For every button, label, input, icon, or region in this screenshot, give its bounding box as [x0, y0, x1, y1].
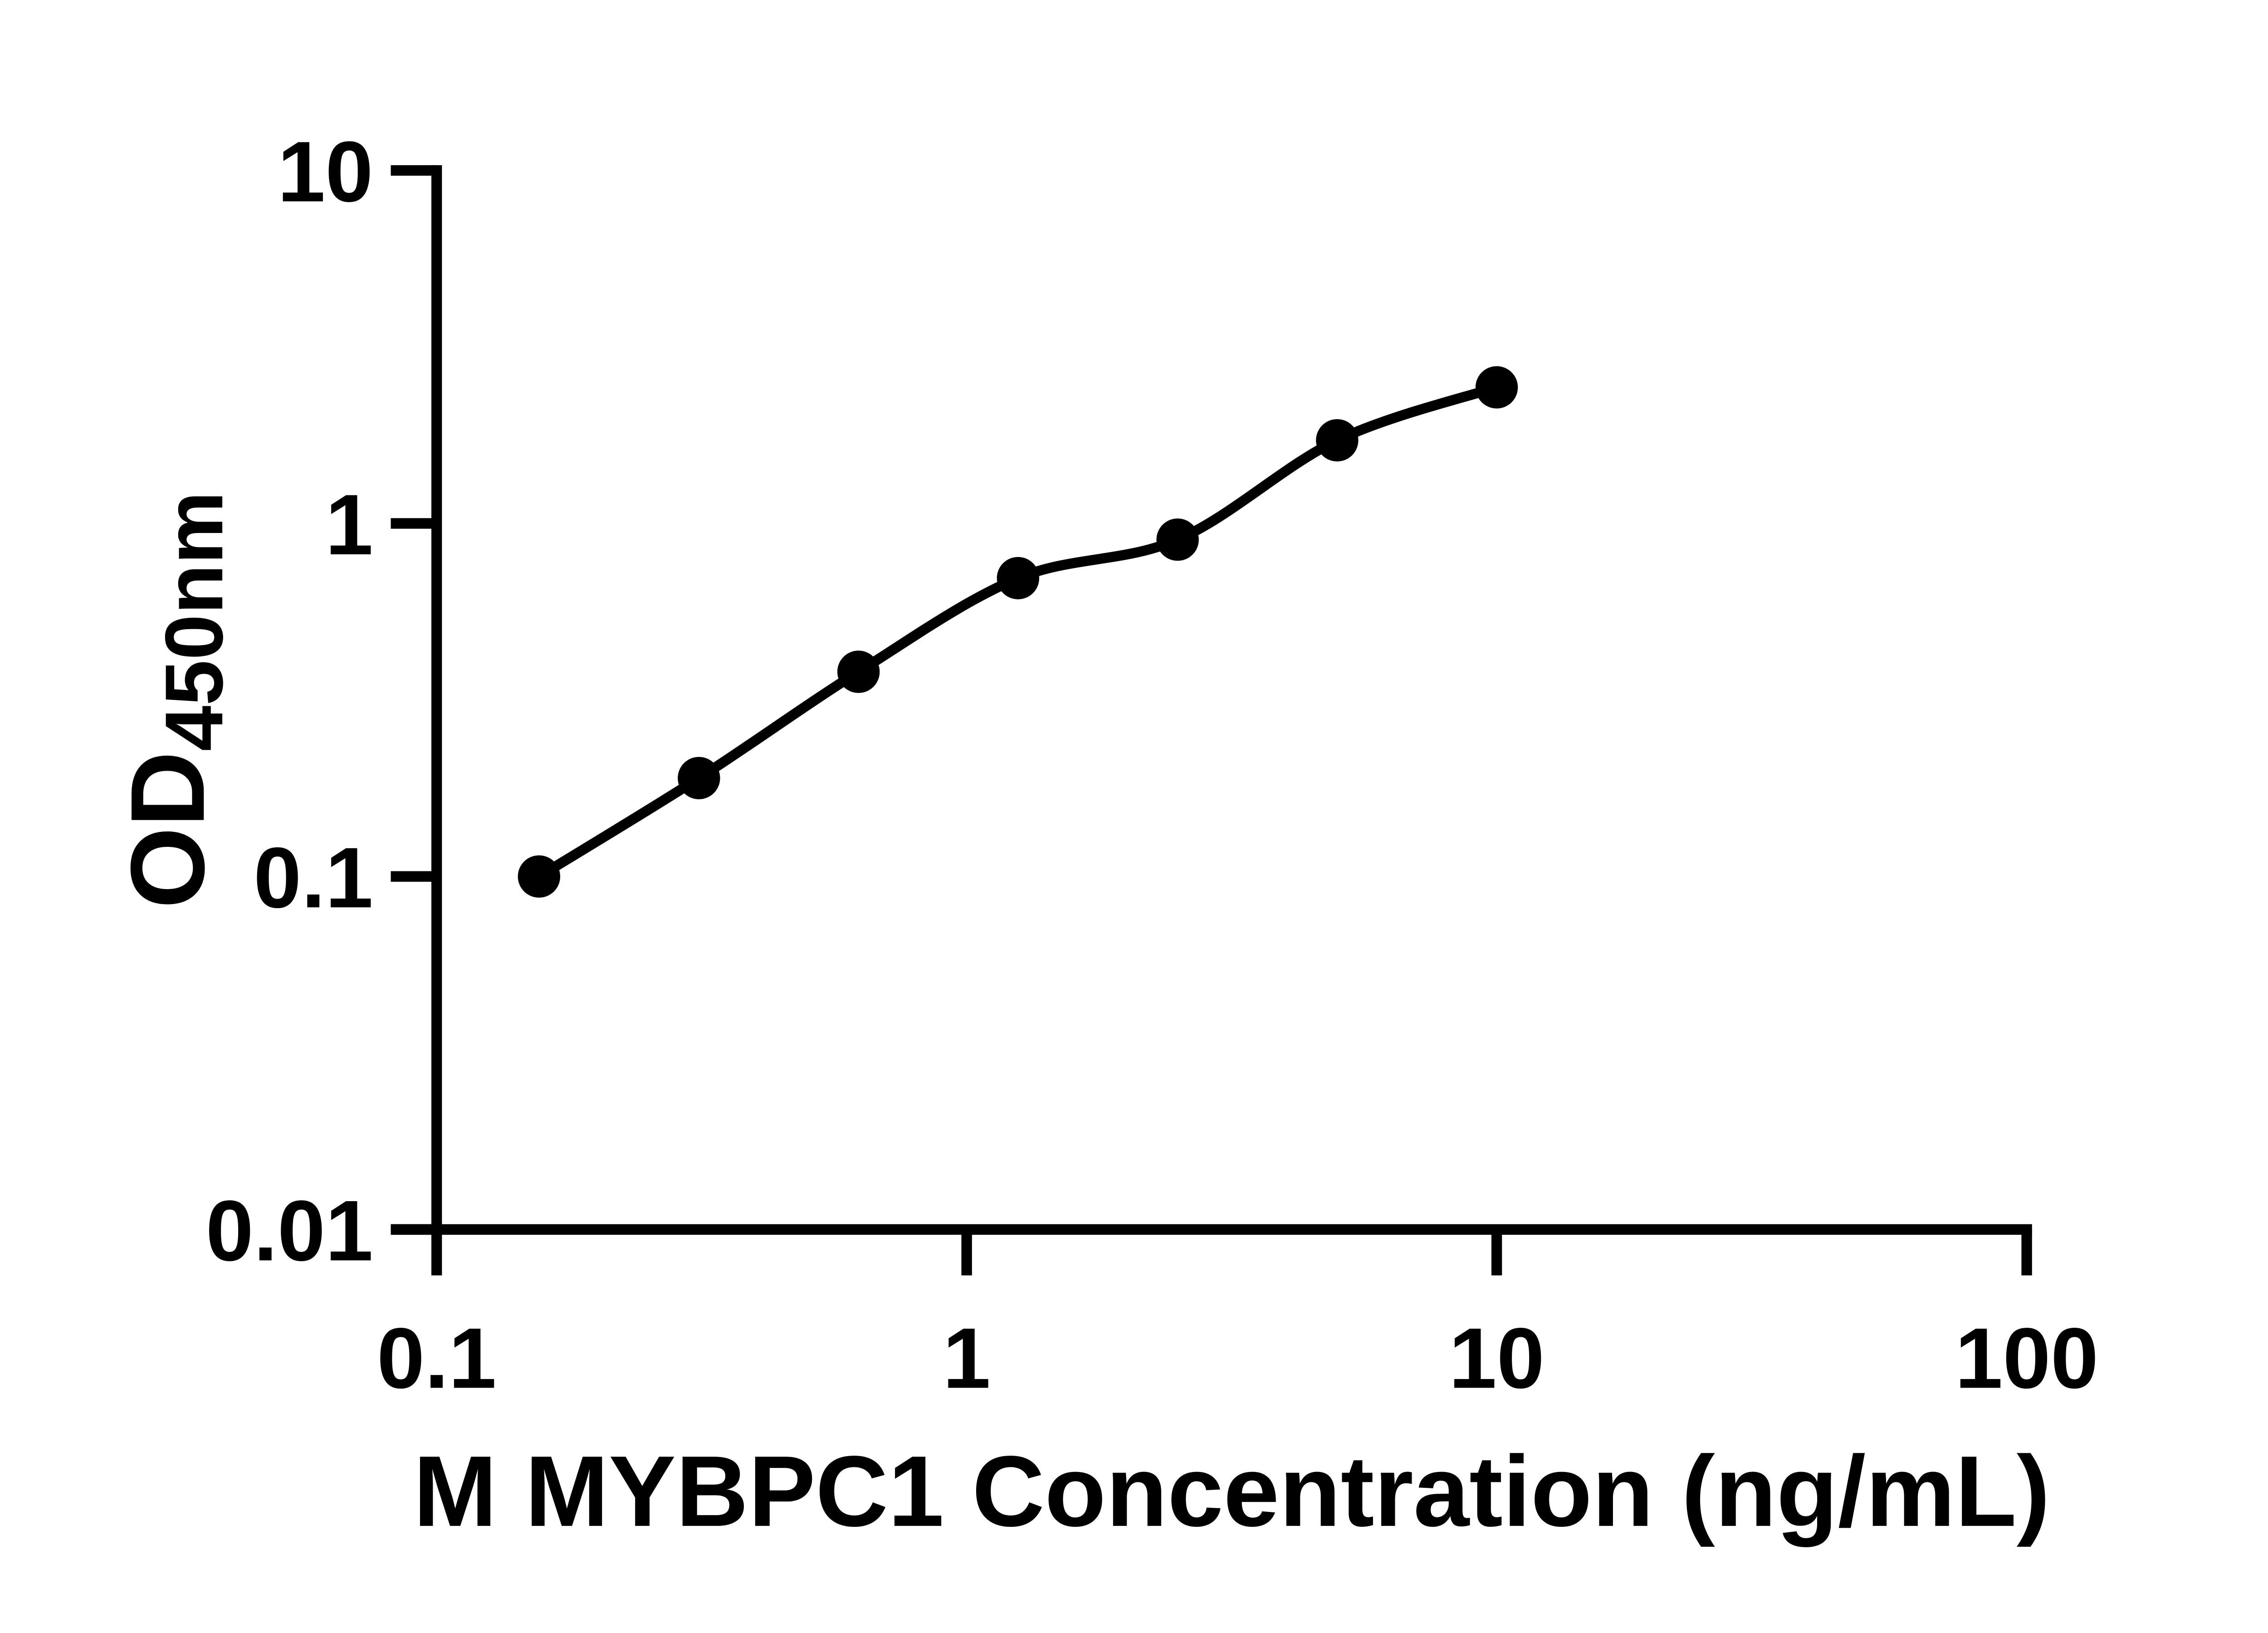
data-point-10ng-ml	[1475, 366, 1518, 409]
y-axis-title-subscript: 450nm	[148, 491, 240, 751]
x-tick-label-1: 1	[943, 1310, 990, 1406]
data-point-0.3125ng-ml	[678, 757, 720, 799]
x-tick-label-100: 100	[1955, 1310, 2098, 1406]
x-tick-label-10: 10	[1449, 1310, 1545, 1406]
y-tick-label-10: 10	[278, 124, 373, 220]
y-tick-label-0.1: 0.1	[254, 830, 373, 926]
data-point-0.625ng-ml	[837, 650, 880, 693]
y-tick-label-0.01: 0.01	[206, 1183, 373, 1279]
data-point-5ng-ml	[1316, 419, 1359, 462]
y-axis-title-main: OD	[109, 751, 226, 909]
y-axis-title: OD450nm	[109, 491, 240, 909]
x-axis-title: M MYBPC1 Concentration (ng/mL)	[413, 1435, 2050, 1547]
chart-figure: 0.1 1 10 100 0.01 0.1 1 10 M MYBPC1 Concentratio…	[0, 22, 2268, 1611]
y-tick-label-1: 1	[325, 477, 373, 573]
data-point-1.25ng-ml	[997, 557, 1040, 599]
data-point-2.5ng-ml	[1156, 518, 1199, 561]
x-tick-label-0.1: 0.1	[377, 1310, 497, 1406]
data-point-0.156ng-ml	[518, 855, 561, 898]
plot-background	[0, 22, 2268, 1611]
